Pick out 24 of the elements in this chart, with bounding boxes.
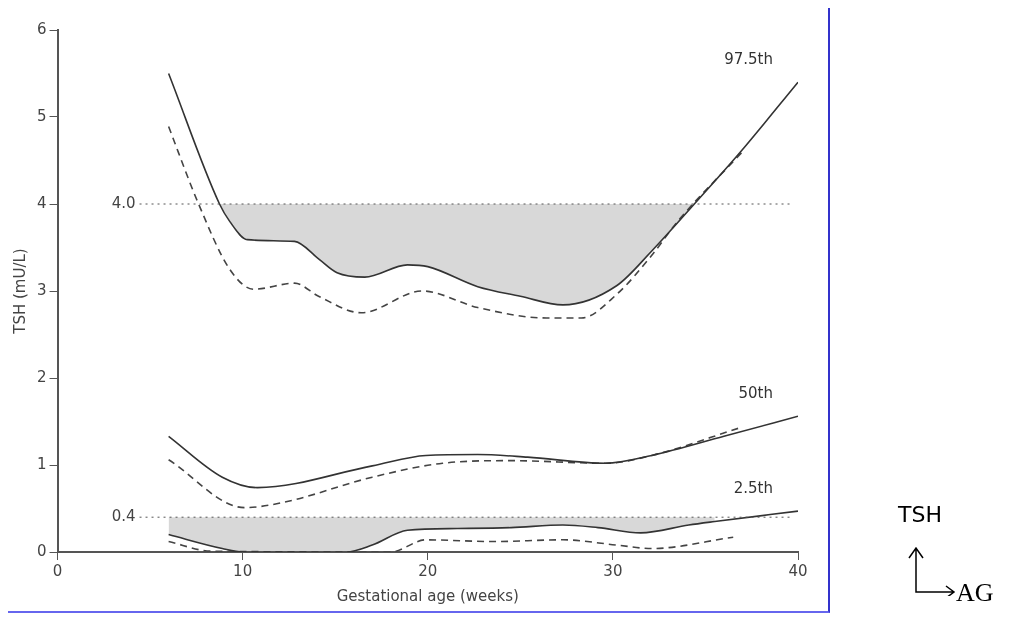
- line-series: [167, 72, 798, 306]
- series-label: 97.5th: [724, 50, 773, 69]
- x-tick-label: 20: [418, 561, 438, 580]
- y-tick-label: 5: [37, 106, 47, 125]
- text: AG: [956, 578, 994, 608]
- ref-line-label: 0.4: [111, 507, 136, 526]
- series-label: 2.5th: [733, 479, 773, 498]
- line-series: [167, 510, 798, 552]
- y-tick-label: 1: [37, 454, 47, 473]
- series-label: 50th: [738, 384, 773, 403]
- x-axis-title: Gestational age (weeks): [336, 586, 519, 605]
- x-tick-label: 30: [603, 561, 623, 580]
- line-series: [167, 125, 744, 319]
- y-tick-label: 2: [37, 367, 47, 386]
- y-tick-label: 4: [37, 193, 47, 212]
- x-tick-label: 10: [233, 561, 253, 580]
- text: TSH: [898, 502, 942, 527]
- ref-line-label: 4.0: [111, 193, 136, 212]
- y-tick-label: 0: [37, 541, 47, 560]
- x-tick-label: 40: [788, 561, 808, 580]
- y-tick-label: 6: [37, 19, 47, 38]
- y-axis-title: TSH (mU/L): [10, 248, 29, 335]
- x-tick-label: 0: [52, 561, 63, 580]
- y-tick-label: 3: [37, 280, 47, 299]
